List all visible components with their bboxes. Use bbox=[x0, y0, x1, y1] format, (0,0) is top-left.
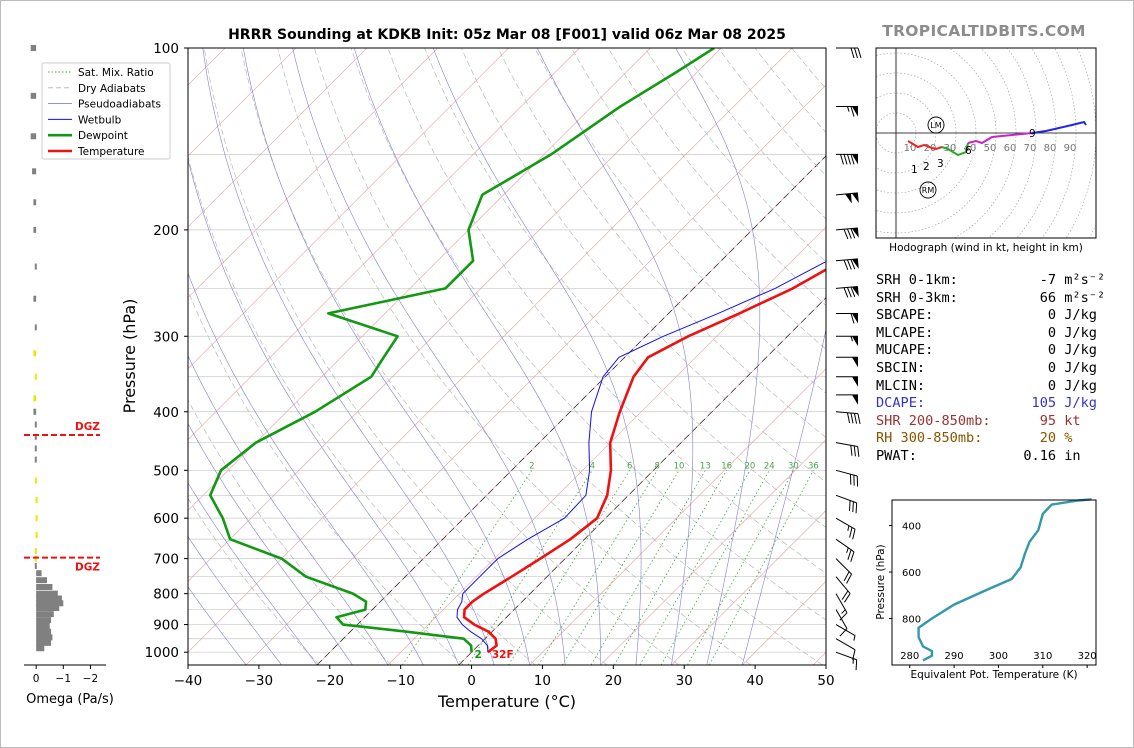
stat-row: SHR 200-850mb: 95 kt bbox=[876, 413, 1105, 431]
stat-label: MUCAPE: bbox=[876, 342, 1007, 359]
stat-unit: J/kg bbox=[1064, 395, 1097, 412]
stat-value: -7 bbox=[1006, 272, 1057, 288]
stat-unit: kt bbox=[1064, 412, 1081, 429]
stat-row: RH 300-850mb: 20 % bbox=[876, 430, 1105, 448]
stat-value: 66 bbox=[1006, 289, 1057, 306]
stat-value: 0.16 bbox=[1006, 447, 1057, 464]
stat-label: MLCIN: bbox=[876, 377, 1007, 394]
stat-unit: m²s⁻² bbox=[1064, 272, 1106, 288]
stat-label: DCAPE: bbox=[876, 395, 1007, 412]
stat-value: 0 bbox=[1006, 324, 1057, 341]
stat-row: SRH 0-3km: 66 m²s⁻² bbox=[876, 290, 1105, 308]
stat-value: 0 bbox=[1006, 307, 1057, 324]
stat-value: 0 bbox=[1006, 377, 1057, 394]
stat-value: 0 bbox=[1006, 342, 1057, 359]
stat-label: SBCAPE: bbox=[876, 307, 1007, 324]
stat-value: 0 bbox=[1006, 359, 1057, 376]
stat-label: PWAT: bbox=[876, 447, 1007, 464]
stat-unit: J/kg bbox=[1064, 307, 1097, 324]
stat-label: SRH 0-1km: bbox=[876, 272, 1007, 288]
stat-value: 105 bbox=[1006, 395, 1057, 412]
stat-row: PWAT: 0.16 in bbox=[876, 448, 1105, 466]
stat-label: SHR 200-850mb: bbox=[876, 412, 1007, 429]
stat-unit: J/kg bbox=[1064, 377, 1097, 394]
stat-row: MLCAPE: 0 J/kg bbox=[876, 325, 1105, 343]
stat-row: SBCIN: 0 J/kg bbox=[876, 360, 1105, 378]
stat-unit: % bbox=[1064, 430, 1073, 447]
stat-unit: m²s⁻² bbox=[1064, 289, 1106, 306]
stat-value: 20 bbox=[1006, 430, 1057, 447]
stat-label: SRH 0-3km: bbox=[876, 289, 1007, 306]
brand-logo-text: TROPICALTIDBITS.COM bbox=[882, 22, 1086, 40]
stat-value: 95 bbox=[1006, 412, 1057, 429]
stat-unit: in bbox=[1064, 447, 1081, 464]
chart-title: HRRR Sounding at KDKB Init: 05z Mar 08 [… bbox=[228, 27, 786, 43]
stat-row: DCAPE: 105 J/kg bbox=[876, 395, 1105, 413]
stats-panel: SRH 0-1km: -7 m²s⁻² SRH 0-3km: 66 m²s⁻² SB… bbox=[876, 272, 1105, 466]
stat-unit: J/kg bbox=[1064, 324, 1097, 341]
stat-unit: J/kg bbox=[1064, 342, 1097, 359]
stat-label: SBCIN: bbox=[876, 359, 1007, 376]
stat-row: SBCAPE: 0 J/kg bbox=[876, 307, 1105, 325]
stat-row: MUCAPE: 0 J/kg bbox=[876, 342, 1105, 360]
stat-label: RH 300-850mb: bbox=[876, 430, 1007, 447]
stat-row: MLCIN: 0 J/kg bbox=[876, 378, 1105, 396]
stat-unit: J/kg bbox=[1064, 359, 1097, 376]
stat-row: SRH 0-1km: -7 m²s⁻² bbox=[876, 272, 1105, 290]
stat-label: MLCAPE: bbox=[876, 324, 1007, 341]
